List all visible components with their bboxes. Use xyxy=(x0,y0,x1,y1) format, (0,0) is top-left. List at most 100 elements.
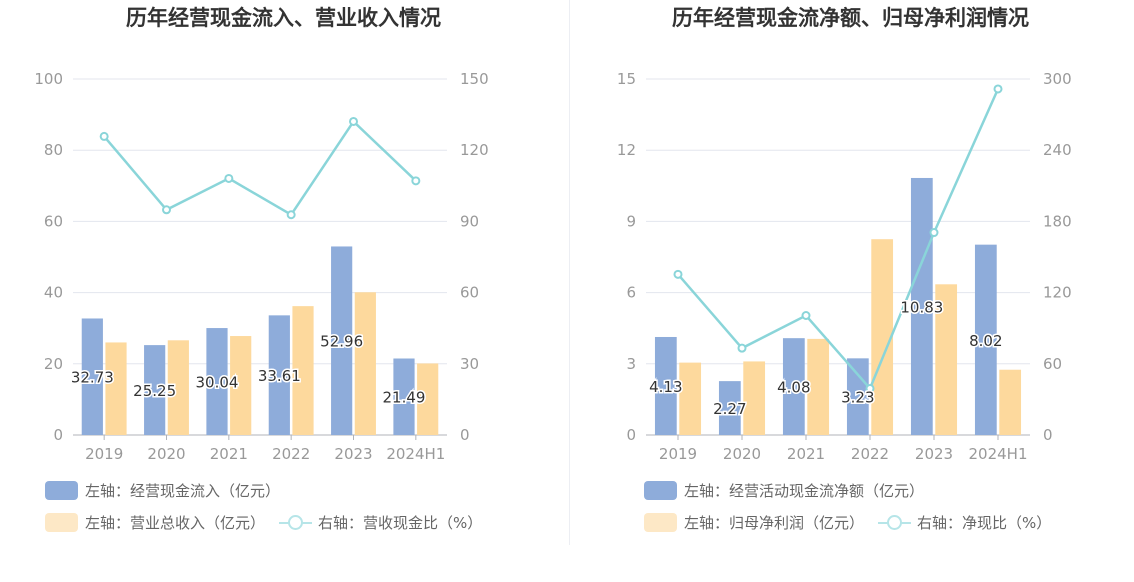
bar-series-1 xyxy=(846,358,869,435)
legend-label: 左轴：经营活动现金流净额（亿元） xyxy=(684,481,925,500)
legend-row-2: 左轴：归母净利润（亿元） 右轴：净现比（%） xyxy=(644,511,1065,533)
line-point xyxy=(673,269,683,279)
bar-series-2 xyxy=(354,292,376,435)
line-point xyxy=(411,176,421,186)
bar-series-1 xyxy=(782,338,805,435)
data-label: 33.61 xyxy=(258,367,301,385)
data-label: 4.13 xyxy=(649,378,682,396)
bar-series-1 xyxy=(910,177,933,435)
data-label: 8.02 xyxy=(969,332,1002,350)
line-series xyxy=(103,119,417,217)
bar-series-1 xyxy=(718,381,741,435)
right-axis-tick-label: 90 xyxy=(460,212,479,230)
legend-row-1: 左轴：经营活动现金流净额（亿元） xyxy=(644,479,938,501)
bar-series-1 xyxy=(206,328,228,435)
x-axis-tick-label: 2022 xyxy=(272,445,310,463)
x-axis-tick-label: 2024H1 xyxy=(386,445,445,463)
legend-label: 左轴：营业总收入（亿元） xyxy=(85,513,266,532)
data-label: 3.23 xyxy=(841,389,874,407)
data-label: 4.08 xyxy=(777,379,810,397)
chart-panel-left: 历年经营现金流入、营业收入情况 0 0 20 30 40 60 60 90 80 120 100 15… xyxy=(34,6,496,533)
x-axis-tick-label: 2024H1 xyxy=(969,445,1028,463)
legend-item-bar2[interactable]: 左轴：归母净利润（亿元） xyxy=(644,512,864,533)
bar-series-1 xyxy=(144,345,166,435)
bar-series-2 xyxy=(679,362,702,435)
right-axis-tick-label: 300 xyxy=(1043,70,1072,88)
left-axis-tick-label: 9 xyxy=(626,212,636,230)
bar-series-2 xyxy=(743,361,766,435)
right-axis-tick-label: 60 xyxy=(460,284,479,302)
right-axis-tick-label: 240 xyxy=(1043,141,1072,159)
panel-divider xyxy=(569,0,570,545)
legend-line-icon xyxy=(279,513,313,532)
legend-label: 左轴：经营现金流入（亿元） xyxy=(85,481,281,500)
data-label: 25.25 xyxy=(133,382,176,400)
left-axis-tick-label: 6 xyxy=(626,284,636,302)
right-axis-tick-label: 150 xyxy=(460,70,489,88)
bar-series-1 xyxy=(974,244,997,435)
line-point xyxy=(162,205,171,215)
bar-series-2 xyxy=(292,306,314,435)
legend-swatch-orange xyxy=(644,512,677,532)
line-point xyxy=(99,131,109,141)
legend-swatch-blue xyxy=(45,480,78,500)
chart-panel-right: 历年经营现金流净额、归母净利润情况 0 0 3 60 6 120 9 180 12 240 15 30… xyxy=(567,0,1134,582)
chart-title: 历年经营现金流净额、归母净利润情况 xyxy=(672,6,1029,30)
x-axis-tick-label: 2020 xyxy=(147,445,185,463)
left-axis-tick-label: 0 xyxy=(53,426,63,444)
right-axis-tick-label: 120 xyxy=(460,141,489,159)
legend-label: 右轴：营收现金比（%） xyxy=(318,513,483,532)
right-axis-tick-label: 0 xyxy=(1043,426,1053,444)
x-axis-tick-label: 2023 xyxy=(915,445,953,463)
left-axis-tick-label: 60 xyxy=(44,212,63,230)
bar-series-1 xyxy=(81,318,103,435)
legend-item-line[interactable]: 右轴：净现比（%） xyxy=(878,512,1051,533)
left-axis-tick-label: 100 xyxy=(34,70,63,88)
right-axis-tick-label: 30 xyxy=(460,355,479,373)
left-axis-tick-label: 80 xyxy=(44,141,63,159)
bar-series-1 xyxy=(393,358,415,435)
legend-row-1: 左轴：经营现金流入（亿元） xyxy=(45,479,294,501)
right-axis-tick-label: 120 xyxy=(1043,284,1072,302)
left-axis-tick-label: 15 xyxy=(617,70,636,88)
line-point xyxy=(993,84,1003,94)
legend-line-icon xyxy=(878,513,912,532)
left-axis-tick-label: 12 xyxy=(617,141,636,159)
line-point xyxy=(286,210,296,220)
bar-series-1 xyxy=(331,246,353,435)
bar-series-2 xyxy=(871,239,894,435)
x-axis-tick-label: 2019 xyxy=(85,445,123,463)
line-point xyxy=(224,173,234,183)
bar-series-2 xyxy=(807,338,830,435)
bar-series-2 xyxy=(167,340,189,435)
bar-series-1 xyxy=(654,336,677,435)
left-axis-tick-label: 20 xyxy=(44,355,63,373)
legend-item-bar1[interactable]: 左轴：经营活动现金流净额（亿元） xyxy=(644,480,924,501)
bar-series-2 xyxy=(105,342,127,435)
x-axis-tick-label: 2021 xyxy=(787,445,825,463)
data-label: 2.27 xyxy=(713,400,746,418)
left-axis-tick-label: 3 xyxy=(626,355,636,373)
data-label: 21.49 xyxy=(383,389,426,407)
data-label: 10.83 xyxy=(900,298,943,316)
legend-row-2: 左轴：营业总收入（亿元） 右轴：营收现金比（%） xyxy=(45,511,496,533)
legend-label: 右轴：净现比（%） xyxy=(917,513,1052,532)
bar-series-2 xyxy=(999,369,1022,435)
x-axis-tick-label: 2023 xyxy=(334,445,372,463)
chart-plot-left: 0 0 20 30 40 60 60 90 80 120 100 150 2019 2020 2021 202… xyxy=(34,70,489,463)
legend-item-bar1[interactable]: 左轴：经营现金流入（亿元） xyxy=(45,480,280,501)
bar-series-2 xyxy=(230,336,252,435)
x-axis-tick-label: 2020 xyxy=(723,445,761,463)
right-axis-tick-label: 60 xyxy=(1043,355,1062,373)
bar-series-2 xyxy=(417,363,439,435)
line-series xyxy=(677,88,1000,391)
bar-series-1 xyxy=(268,315,290,435)
x-axis-tick-label: 2022 xyxy=(851,445,889,463)
left-axis-tick-label: 40 xyxy=(44,284,63,302)
left-axis-tick-label: 0 xyxy=(626,426,636,444)
legend-item-bar2[interactable]: 左轴：营业总收入（亿元） xyxy=(45,512,265,533)
line-point xyxy=(349,116,358,126)
bar-series-2 xyxy=(935,284,958,435)
legend-swatch-blue xyxy=(644,480,677,500)
legend-item-line[interactable]: 右轴：营收现金比（%） xyxy=(279,512,482,533)
